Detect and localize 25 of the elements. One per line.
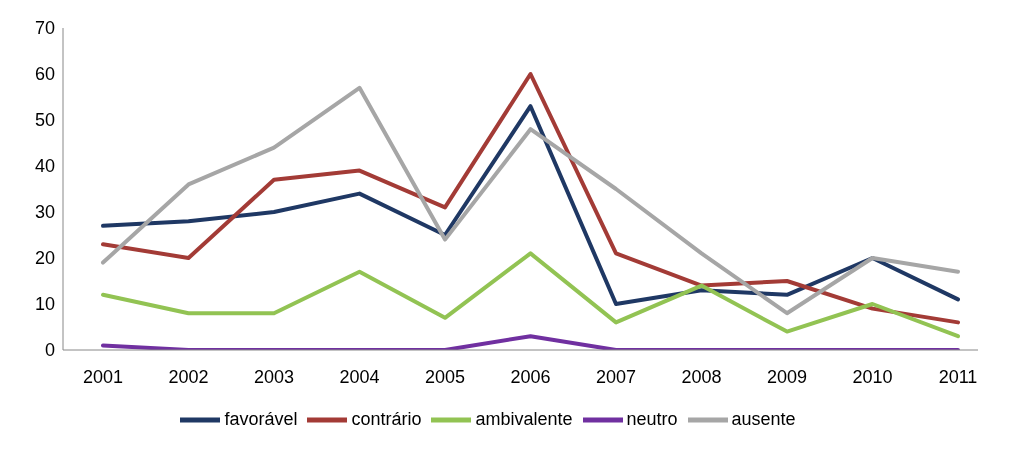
x-tick-label: 2009 xyxy=(766,366,808,387)
x-tick-label: 2002 xyxy=(168,366,209,387)
y-tick-label: 50 xyxy=(34,110,55,131)
legend-label: ausente xyxy=(731,408,796,429)
y-tick-label: 60 xyxy=(34,64,55,85)
legend-label: favorável xyxy=(224,408,298,429)
x-tick-label: 2010 xyxy=(852,366,893,387)
legend-label: contrário xyxy=(351,408,422,429)
x-tick-label: 2004 xyxy=(339,366,380,387)
y-tick-label: 10 xyxy=(34,294,55,315)
x-tick-label: 2001 xyxy=(82,366,124,387)
x-tick-label: 2005 xyxy=(424,366,466,387)
y-tick-label: 0 xyxy=(44,340,55,361)
line-series xyxy=(101,251,960,339)
y-tick-label: 70 xyxy=(34,18,55,39)
legend-label: neutro xyxy=(626,408,678,429)
x-tick-label: 2006 xyxy=(510,366,551,387)
y-tick-label: 30 xyxy=(34,202,55,223)
x-tick-label: 2011 xyxy=(938,366,978,387)
x-tick-label: 2003 xyxy=(253,366,295,387)
y-tick-label: 20 xyxy=(34,248,55,269)
x-tick-label: 2007 xyxy=(595,366,637,387)
y-tick-label: 40 xyxy=(34,156,55,177)
legend-label: ambivalente xyxy=(475,408,573,429)
x-tick-label: 2008 xyxy=(681,366,722,387)
